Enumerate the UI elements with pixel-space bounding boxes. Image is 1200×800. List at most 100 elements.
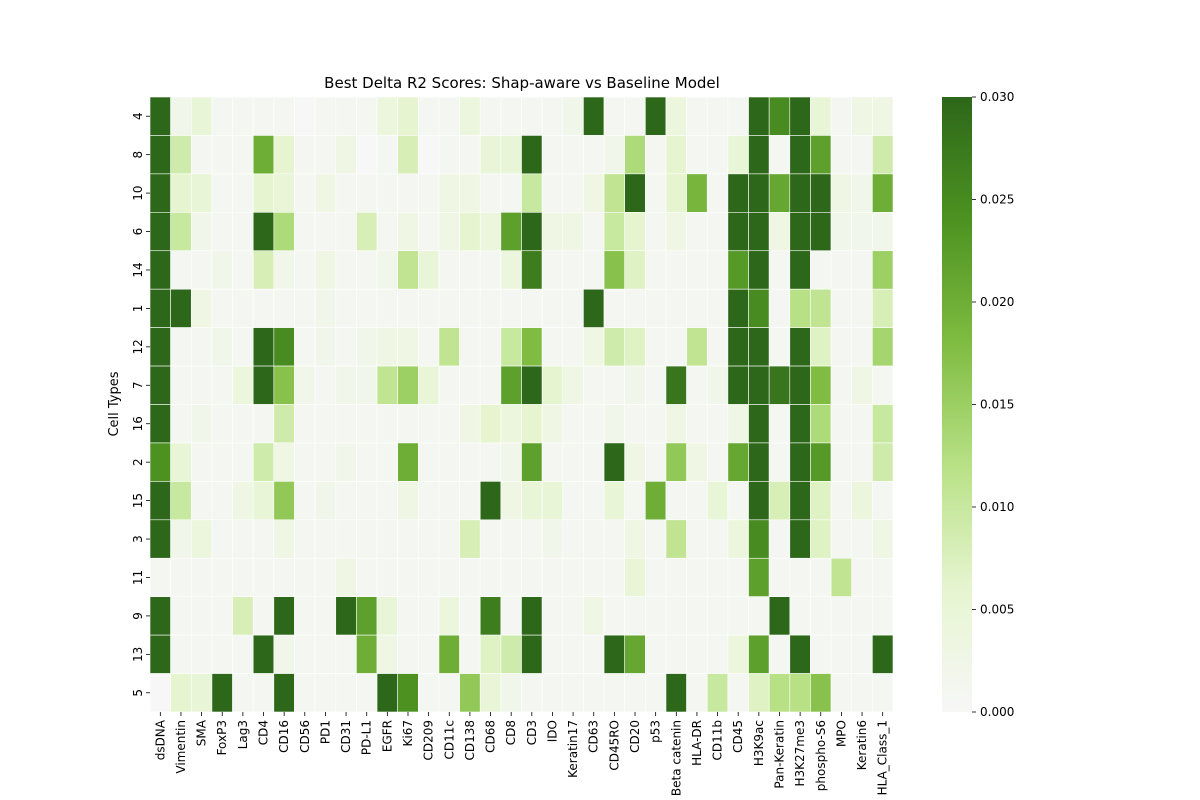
heatmap-cell: [190, 288, 213, 328]
heatmap-cell: [232, 442, 254, 482]
heatmap-cell: [665, 596, 687, 636]
heatmap-cell: [810, 96, 832, 136]
heatmap-cell: [768, 250, 791, 290]
heatmap-cell: [397, 288, 419, 328]
heatmap-cell: [376, 288, 398, 328]
heatmap-cell: [479, 327, 502, 367]
heatmap-cell: [872, 212, 894, 252]
heatmap-cell: [418, 442, 440, 482]
heatmap-cell: [314, 288, 337, 328]
x-tick-label: CD3: [525, 720, 539, 745]
heatmap-cell: [190, 557, 213, 597]
x-tick-label: phospho-S6: [814, 720, 828, 791]
heatmap-cell: [603, 596, 625, 636]
heatmap-cell: [706, 288, 729, 328]
heatmap-cell: [479, 212, 502, 252]
heatmap-cell: [211, 365, 233, 405]
heatmap-cell: [830, 404, 853, 444]
heatmap-cell: [500, 634, 522, 674]
heatmap-cell: [851, 557, 873, 597]
heatmap-cell: [190, 173, 213, 213]
heatmap-cell: [294, 519, 316, 559]
heatmap-cell: [190, 481, 213, 521]
heatmap-cell: [521, 327, 543, 367]
x-tick-label: PD1: [318, 720, 332, 744]
heatmap-cell: [789, 404, 811, 444]
heatmap-cell: [645, 250, 667, 290]
heatmap-cell: [397, 327, 419, 367]
heatmap-cell: [830, 288, 853, 328]
x-tick-label: Beta catenin: [669, 720, 683, 796]
heatmap-cell: [170, 365, 192, 405]
heatmap-cell: [789, 212, 811, 252]
heatmap-cell: [872, 135, 894, 175]
heatmap-cell: [768, 212, 791, 252]
heatmap-cell: [232, 596, 254, 636]
heatmap-cell: [562, 96, 584, 136]
heatmap-cell: [170, 135, 192, 175]
heatmap-cell: [294, 557, 316, 597]
heatmap-cell: [314, 481, 337, 521]
heatmap-cell: [170, 250, 192, 290]
y-tick-label: 9: [131, 612, 145, 620]
x-tick-label: Vimentin: [174, 720, 188, 774]
heatmap-cell: [500, 673, 522, 713]
heatmap-cell: [624, 596, 646, 636]
heatmap-cell: [190, 596, 213, 636]
heatmap-cell: [190, 519, 213, 559]
heatmap-cell: [459, 404, 481, 444]
heatmap-cell: [748, 96, 770, 136]
heatmap-cell: [459, 634, 481, 674]
heatmap-cell: [273, 327, 295, 367]
heatmap-cell: [727, 250, 749, 290]
heatmap-cell: [830, 673, 853, 713]
heatmap-cell: [603, 96, 625, 136]
heatmap-cell: [149, 250, 171, 290]
heatmap-cell: [418, 288, 440, 328]
heatmap-cell: [748, 404, 770, 444]
heatmap-cell: [438, 212, 460, 252]
heatmap-cell: [748, 365, 770, 405]
heatmap-cell: [727, 442, 749, 482]
heatmap-cell: [789, 288, 811, 328]
heatmap-cell: [872, 250, 894, 290]
heatmap-cell: [645, 135, 667, 175]
x-tick-label: p53: [649, 720, 663, 743]
x-tick-label: EGFR: [380, 720, 394, 752]
heatmap-cell: [335, 288, 357, 328]
heatmap-cell: [418, 212, 440, 252]
heatmap-cell: [211, 173, 233, 213]
heatmap-cell: [397, 596, 419, 636]
heatmap-cell: [768, 288, 791, 328]
heatmap-cells: [149, 96, 894, 713]
heatmap-cell: [252, 404, 275, 444]
heatmap-cell: [170, 173, 192, 213]
heatmap-cell: [376, 634, 398, 674]
heatmap-cell: [273, 173, 295, 213]
heatmap-cell: [376, 596, 398, 636]
y-tick-label: 10: [131, 185, 145, 200]
heatmap-cell: [252, 365, 275, 405]
heatmap-cell: [211, 327, 233, 367]
heatmap-cell: [397, 404, 419, 444]
heatmap-cell: [376, 173, 398, 213]
heatmap-cell: [686, 442, 708, 482]
heatmap-cell: [624, 673, 646, 713]
heatmap-cell: [872, 557, 894, 597]
heatmap-cell: [376, 96, 398, 136]
heatmap-cell: [479, 673, 502, 713]
heatmap-cell: [583, 96, 605, 136]
heatmap-cell: [851, 288, 873, 328]
heatmap-cell: [149, 404, 171, 444]
x-tick-label: MPO: [834, 720, 848, 747]
heatmap-cell: [583, 519, 605, 559]
heatmap-cell: [583, 404, 605, 444]
heatmap-cell: [335, 404, 357, 444]
heatmap-cell: [521, 365, 543, 405]
heatmap-cell: [418, 596, 440, 636]
heatmap-cell: [727, 519, 749, 559]
heatmap-cell: [624, 557, 646, 597]
heatmap-cell: [562, 673, 584, 713]
heatmap-cell: [768, 365, 791, 405]
heatmap-cell: [376, 135, 398, 175]
